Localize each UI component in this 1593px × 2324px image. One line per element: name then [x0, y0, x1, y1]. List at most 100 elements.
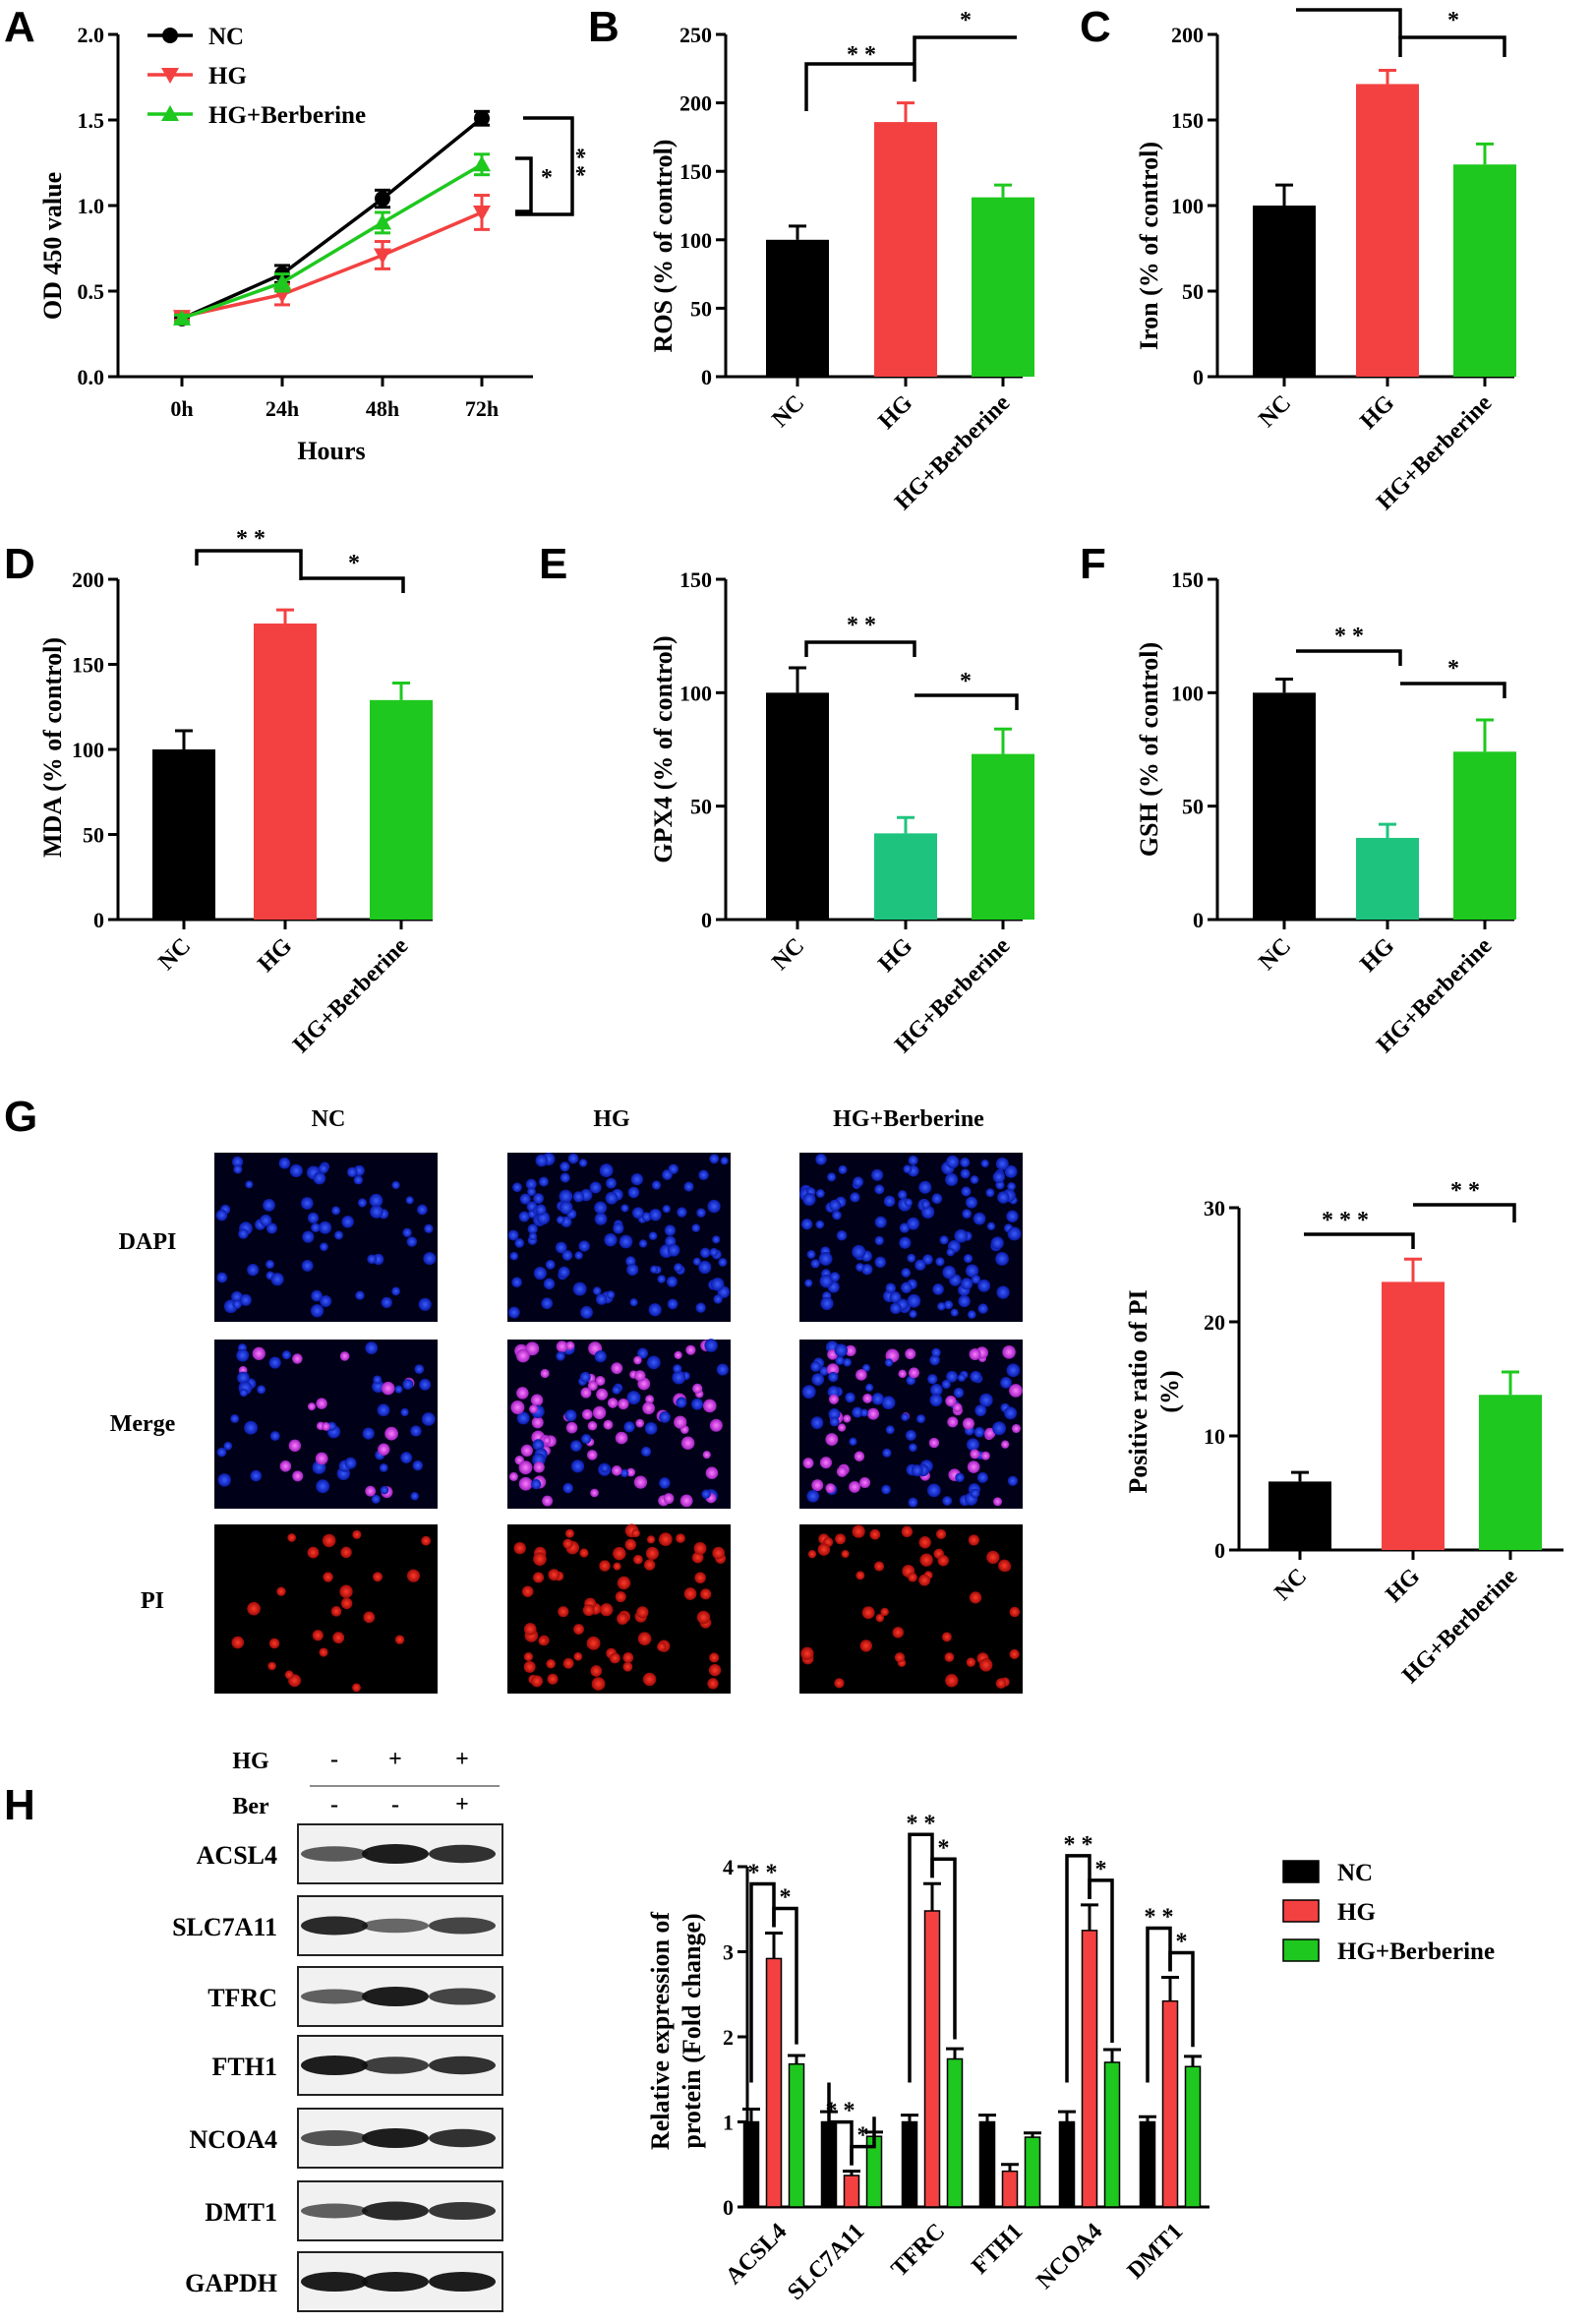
cell-nucleus: [834, 1678, 845, 1689]
cell-nucleus: [572, 1281, 587, 1296]
cell-nucleus: [310, 1304, 324, 1318]
cell-nucleus: [829, 1272, 841, 1282]
cell-nucleus: [852, 1406, 863, 1418]
panel-b-bar-chart: ROS (% of control) * * * 050100150200250…: [649, 8, 1034, 515]
cell-nucleus: [811, 1479, 824, 1492]
cell-nucleus: [570, 1460, 585, 1473]
cell-nucleus: [369, 1193, 384, 1208]
cell-nucleus: [843, 1357, 852, 1367]
panel-a-legend-marker: [161, 68, 179, 84]
cell-nucleus: [869, 1528, 881, 1540]
blot-band: [362, 2128, 429, 2148]
panel-a-series-line: [181, 162, 483, 321]
cell-nucleus: [693, 1541, 707, 1555]
cell-nucleus: [626, 1263, 639, 1277]
cell-nucleus: [698, 1260, 712, 1275]
cell-nucleus: [806, 1489, 820, 1503]
panel-a-y-tick-label: 1.5: [78, 108, 105, 133]
cell-nucleus: [312, 1630, 324, 1641]
cell-nucleus: [230, 1414, 240, 1423]
cell-nucleus: [703, 1399, 717, 1413]
cell-nucleus: [384, 1426, 398, 1441]
blot-label-tfrc: TFRC: [207, 1984, 277, 2012]
cell-nucleus: [535, 1154, 548, 1167]
cell-nucleus: [720, 1157, 729, 1165]
panel-b-y-tick-label: 250: [679, 23, 712, 47]
cell-nucleus: [560, 1172, 570, 1183]
cell-nucleus: [292, 1470, 304, 1482]
cell-nucleus: [353, 1175, 364, 1185]
cell-nucleus: [859, 1408, 868, 1417]
cell-nucleus: [617, 1612, 629, 1625]
cell-nucleus: [968, 1534, 979, 1546]
cell-nucleus: [696, 1610, 711, 1625]
panel-letter-g: G: [4, 1093, 37, 1141]
cell-nucleus: [363, 1611, 376, 1624]
cell-nucleus: [340, 1597, 353, 1610]
cell-nucleus: [541, 1297, 554, 1310]
treat-mark: -: [330, 1747, 338, 1772]
cell-nucleus: [995, 1678, 1007, 1689]
cell-nucleus: [587, 1420, 598, 1431]
cell-nucleus: [827, 1386, 840, 1399]
panel-g-col-title-hg: HG: [593, 1106, 630, 1132]
panel-d-y-tick-label: 0: [93, 908, 104, 932]
cell-nucleus: [977, 1303, 988, 1314]
cell-nucleus: [875, 1613, 885, 1623]
panel-letter-h: H: [4, 1781, 35, 1829]
cell-nucleus: [320, 1242, 328, 1252]
cell-nucleus: [710, 1278, 725, 1291]
cell-nucleus: [815, 1220, 825, 1229]
panel-c-bar: [1453, 164, 1516, 377]
cell-nucleus: [607, 1398, 619, 1408]
cell-nucleus: [804, 1279, 813, 1287]
cell-nucleus: [284, 1670, 294, 1680]
panel-h-bar: [1001, 2170, 1019, 2208]
cell-nucleus: [970, 1175, 979, 1184]
panel-d-sig-bracket: [195, 549, 303, 580]
cell-nucleus: [911, 1464, 923, 1477]
cell-nucleus: [626, 1391, 641, 1405]
cell-nucleus: [612, 1385, 621, 1395]
cell-nucleus: [599, 1163, 614, 1177]
panel-h-legend-label: HG+Berberine: [1337, 1938, 1495, 1965]
cell-nucleus: [339, 1351, 350, 1361]
cell-nucleus: [946, 1248, 955, 1257]
panel-b-sig-bracket: [913, 35, 1017, 82]
cell-nucleus: [1009, 1384, 1023, 1398]
panel-a-y-tick-label: 1.0: [78, 194, 105, 218]
cell-nucleus: [518, 1211, 530, 1222]
cell-nucleus: [901, 1412, 910, 1421]
blot-band: [362, 1987, 429, 2006]
cell-nucleus: [245, 1180, 254, 1189]
panel-e-y-tick-label: 50: [690, 795, 712, 819]
cell-nucleus: [323, 1572, 333, 1582]
cell-nucleus: [674, 1263, 683, 1273]
cell-nucleus: [513, 1541, 526, 1555]
panel-h-sig-label: *: [780, 1884, 792, 1910]
cell-nucleus: [978, 1393, 993, 1407]
panel-a-x-tick-label: 0h: [170, 396, 193, 421]
panel-c-y-tick-label: 100: [1171, 194, 1204, 218]
panel-f-sig-1: * *: [1334, 624, 1364, 649]
cell-nucleus: [580, 1387, 592, 1399]
panel-g-bar: [1479, 1395, 1542, 1550]
panel-e-sig-2: *: [960, 669, 972, 694]
cell-nucleus: [1007, 1182, 1016, 1191]
treat-mark: -: [391, 1792, 399, 1817]
cell-nucleus: [978, 1658, 993, 1672]
cell-nucleus: [391, 1286, 401, 1296]
cell-nucleus: [837, 1423, 847, 1432]
cell-nucleus: [990, 1236, 1004, 1250]
cell-nucleus: [937, 1555, 949, 1567]
panel-h-sig-label: * *: [907, 1811, 936, 1836]
cell-nucleus: [311, 1222, 321, 1233]
cell-nucleus: [508, 1471, 518, 1482]
cell-nucleus: [641, 1446, 652, 1458]
cell-nucleus: [960, 1157, 971, 1167]
panel-h-y-tick-label: 0: [723, 2195, 734, 2220]
panel-g-y-tick-label: 10: [1204, 1424, 1225, 1449]
cell-nucleus: [545, 1259, 556, 1270]
cell-nucleus: [417, 1204, 428, 1216]
panel-h-ylabel-line1: Relative expression of: [646, 1912, 675, 2150]
